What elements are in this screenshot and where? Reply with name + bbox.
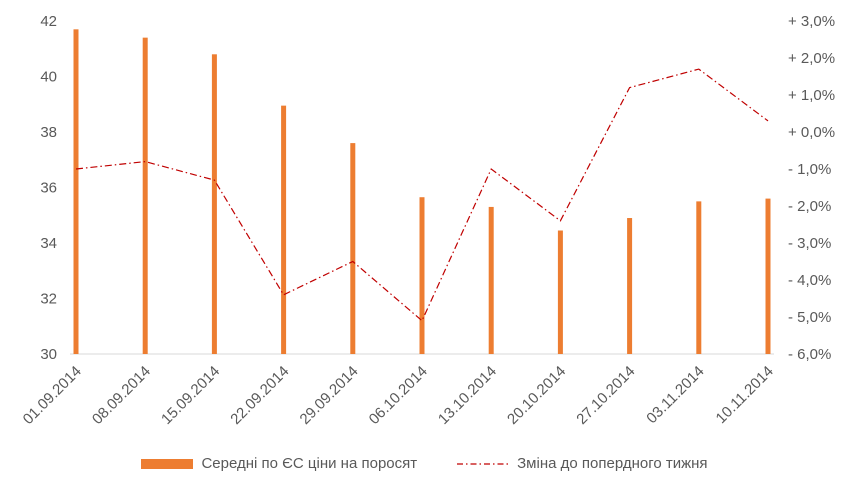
legend-swatch-line [457,462,510,465]
legend: Середні по ЄС ціни на поросят Зміна до п… [0,455,849,472]
bar [211,54,217,355]
right-tick-label: - 3,0% [788,235,831,252]
left-tick-label: 38 [40,124,57,141]
right-tick-label: + 2,0% [788,50,835,67]
right-y-axis: - 6,0% - 5,0% - 4,0% - 3,0% - 2,0% - 1,0% + 0,… [788,13,835,363]
change-line [75,68,769,322]
legend-item-line: Зміна до попердного тижня [457,455,708,472]
bar [627,218,633,354]
right-tick-label: - 2,0% [788,198,831,215]
line-series [75,68,769,322]
bar-series [73,29,771,355]
right-tick-label: - 4,0% [788,272,831,289]
x-tick-label: 06.10.2014 [366,363,431,428]
left-tick-label: 42 [40,13,57,30]
x-tick-label: 27.10.2014 [573,363,638,428]
left-tick-label: 30 [40,346,57,363]
right-tick-label: + 1,0% [788,87,835,104]
bar [419,197,425,354]
right-tick-label: - 1,0% [788,161,831,178]
bar [350,143,356,354]
right-tick-label: - 5,0% [788,309,831,326]
bar [281,105,287,354]
x-tick-label: 03.11.2014 [643,363,707,427]
x-tick-label: 29.09.2014 [297,363,362,428]
bar [696,201,702,354]
legend-label-line: Зміна до попердного тижня [517,455,708,472]
left-y-axis: 30 32 34 36 38 40 42 [40,13,57,363]
left-tick-label: 36 [40,180,57,197]
legend-swatch-bars [141,458,194,469]
bar [557,230,563,354]
right-tick-label: - 6,0% [788,346,831,363]
legend-label-bars: Середні по ЄС ціни на поросят [201,455,418,472]
bar [142,37,148,355]
bar [73,29,79,354]
bar [488,206,494,354]
x-tick-label: 15.09.2014 [158,363,223,428]
x-tick-label: 08.09.2014 [89,363,154,428]
left-tick-label: 34 [40,235,57,252]
x-tick-label: 01.09.2014 [20,363,85,428]
left-tick-label: 32 [40,291,57,308]
x-tick-label: 13.10.2014 [435,363,500,428]
right-tick-label: + 0,0% [788,124,835,141]
right-tick-label: + 3,0% [788,13,835,30]
x-tick-label: 22.09.2014 [227,363,292,428]
legend-item-bars: Середні по ЄС ціни на поросят [141,455,417,472]
bar [765,198,771,354]
x-tick-label: 10.11.2014 [713,363,777,427]
x-axis: 01.09.2014 08.09.2014 15.09.2014 22.09.2014… [20,353,777,428]
x-tick-label: 20.10.2014 [504,363,569,428]
left-tick-label: 40 [40,69,57,86]
